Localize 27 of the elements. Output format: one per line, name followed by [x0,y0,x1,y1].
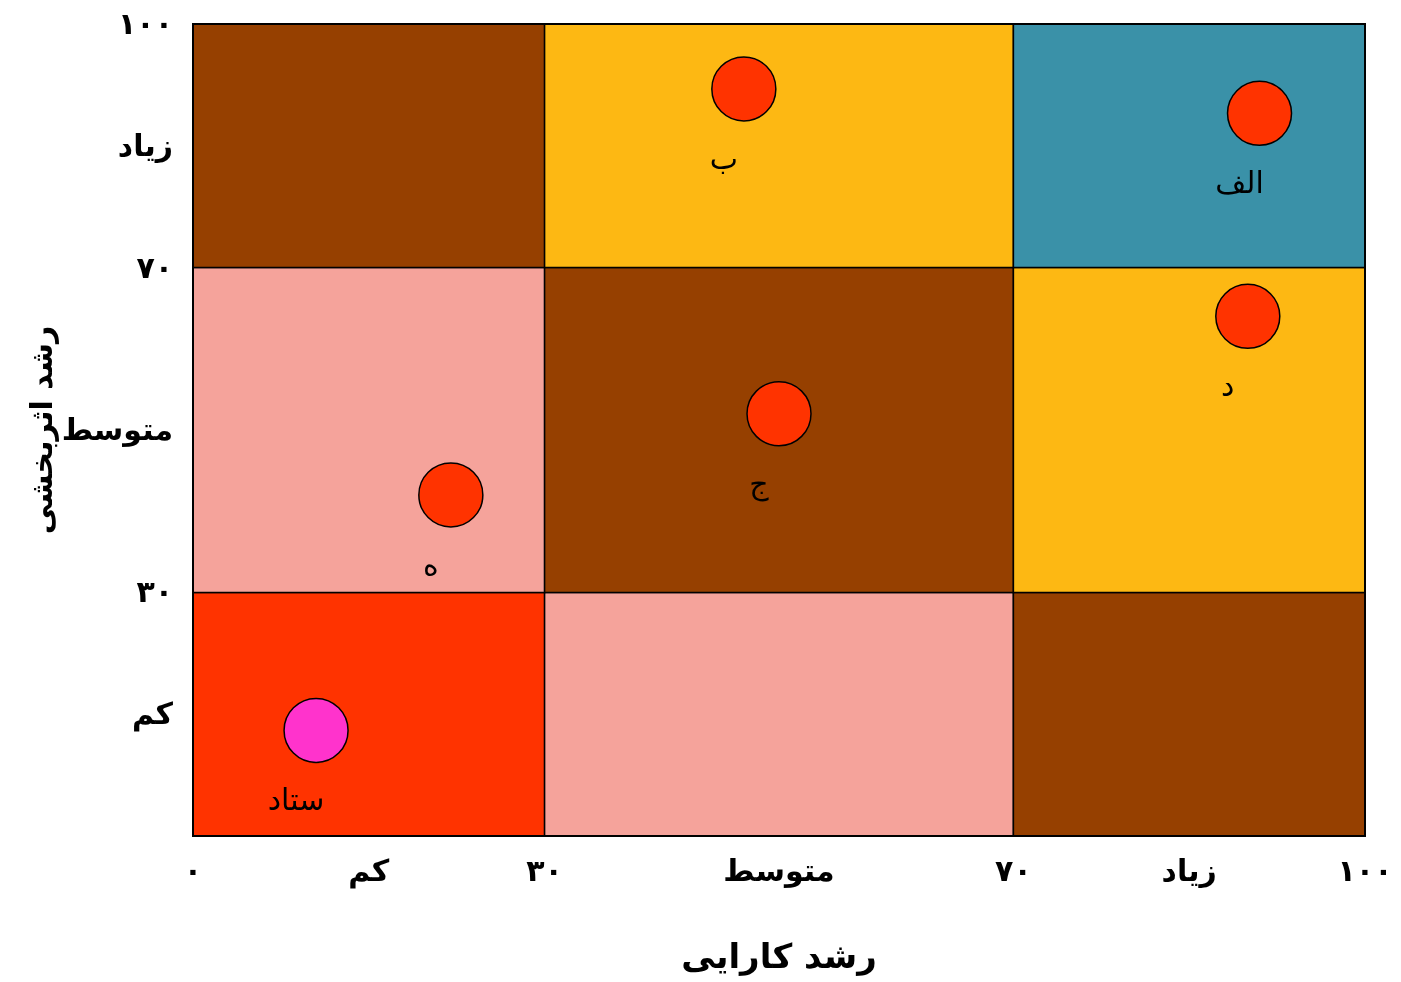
x-tick-label: ۳۰ [526,853,563,888]
y-tick-label: زیاد [117,127,173,163]
series-label: ب [709,140,738,176]
point [1226,80,1293,147]
y-tick-label: ۳۰ [136,574,173,610]
point [746,381,812,447]
series-label: د [1221,368,1235,404]
series-label: ج [749,465,770,502]
y-tick-label: متوسط [61,412,173,447]
y-tick-label: کم [132,696,174,733]
y-axis-title: رشد اثربخشی [24,325,59,535]
y-tick-label: ۷۰ [136,249,173,285]
x-tick-label: ۱۰۰ [1337,853,1393,888]
y-tick-label: ۱۰۰ [118,6,173,41]
point [283,697,349,764]
x-tick-label: کم [348,853,390,889]
point [711,56,777,122]
x-tick-label: ۰ [183,853,203,888]
x-tick-label: متوسط [723,853,835,888]
x-axis-title: رشد کارایی [681,936,877,976]
point [418,462,484,528]
point [1215,283,1281,350]
series-label: الف [1215,165,1264,201]
x-tick-label: ۷۰ [995,853,1032,888]
x-tick-label: زیاد [1161,853,1217,888]
series-label: ستاد [267,782,325,818]
series-label: ه [422,546,439,582]
